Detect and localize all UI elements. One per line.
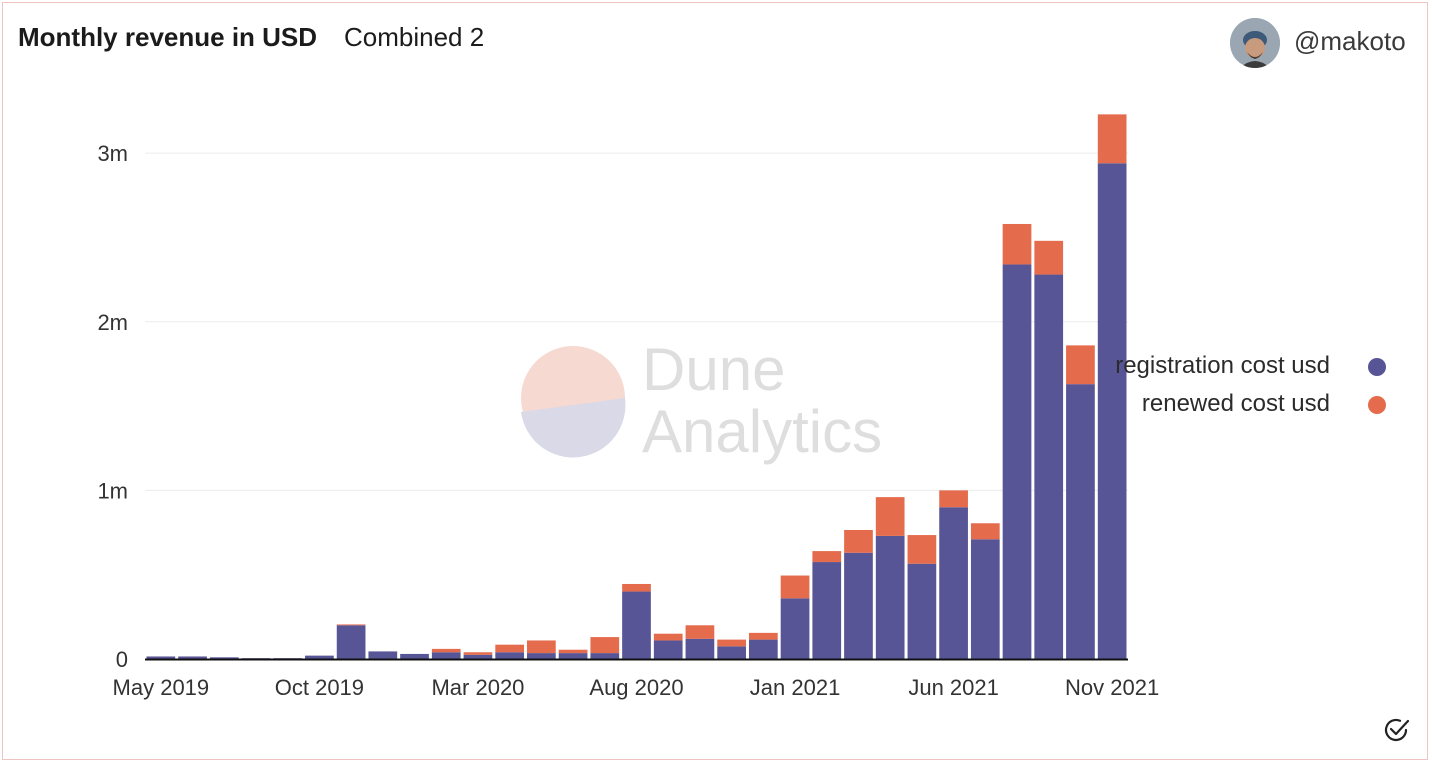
y-tick-label: 3m (97, 141, 128, 166)
bar-renewed[interactable] (1097, 114, 1127, 164)
bar-registration[interactable] (495, 652, 525, 659)
bar-renewed[interactable] (1066, 345, 1095, 385)
bar-registration[interactable] (305, 655, 334, 659)
legend-dot-renewed (1368, 396, 1386, 414)
bar-registration[interactable] (463, 654, 493, 659)
bar-registration[interactable] (939, 507, 968, 659)
legend-item-registration[interactable]: registration cost usd (1115, 348, 1400, 386)
bar-registration[interactable] (1034, 274, 1064, 659)
bar-registration[interactable] (844, 552, 873, 659)
x-tick-label: Nov 2021 (1065, 675, 1159, 700)
check-circle-icon[interactable] (1380, 714, 1412, 746)
bar-renewed[interactable] (558, 649, 588, 654)
avatar-image (1230, 18, 1280, 68)
bar-registration[interactable] (368, 651, 398, 659)
bar-renewed[interactable] (527, 640, 556, 654)
y-tick-label: 1m (97, 478, 128, 503)
legend: registration cost usd renewed cost usd (1115, 348, 1400, 424)
bar-renewed[interactable] (336, 624, 366, 626)
bar-renewed[interactable] (748, 632, 778, 640)
bar-registration[interactable] (146, 656, 176, 659)
bar-renewed[interactable] (875, 497, 905, 536)
bar-registration[interactable] (780, 598, 810, 659)
x-tick-label: Oct 2019 (275, 675, 364, 700)
bar-renewed[interactable] (590, 637, 620, 654)
bar-renewed[interactable] (431, 648, 461, 653)
bar-renewed[interactable] (622, 583, 651, 592)
bar-renewed[interactable] (907, 535, 937, 564)
bar-registration[interactable] (748, 639, 778, 659)
x-tick-label: Jun 2021 (908, 675, 999, 700)
bar-registration[interactable] (622, 591, 651, 659)
bar-renewed[interactable] (717, 639, 746, 647)
y-tick-label: 2m (97, 310, 128, 335)
bar-registration[interactable] (1002, 264, 1032, 659)
bar-registration[interactable] (336, 625, 366, 659)
bar-renewed[interactable] (939, 490, 968, 508)
bar-renewed[interactable] (1002, 223, 1032, 265)
watermark-line1: Dune (642, 336, 785, 403)
bar-registration[interactable] (717, 646, 746, 659)
bar-registration[interactable] (558, 653, 588, 659)
bar-registration[interactable] (178, 656, 207, 659)
bar-registration[interactable] (907, 563, 937, 659)
bar-registration[interactable] (812, 562, 842, 659)
bar-renewed[interactable] (780, 575, 810, 599)
dune-watermark: Dune Analytics (521, 336, 882, 465)
legend-label: renewed cost usd (1141, 390, 1330, 417)
bar-renewed[interactable] (495, 644, 525, 653)
legend-label: registration cost usd (1115, 352, 1330, 379)
bar-registration[interactable] (209, 657, 239, 659)
x-tick-label: Aug 2020 (589, 675, 683, 700)
legend-item-renewed[interactable]: renewed cost usd (1140, 386, 1400, 424)
watermark-line2: Analytics (642, 398, 882, 465)
bar-registration[interactable] (970, 539, 1000, 659)
bar-registration[interactable] (1066, 384, 1095, 659)
y-tick-label: 0 (116, 647, 128, 672)
chart-title: Monthly revenue in USD (18, 22, 318, 52)
chart-subtitle: Combined 2 (344, 22, 485, 52)
bar-registration[interactable] (400, 653, 429, 659)
bar-registration[interactable] (875, 535, 905, 659)
bar-registration[interactable] (590, 653, 620, 659)
legend-dot-registration (1368, 358, 1386, 376)
x-tick-label: Jan 2021 (750, 675, 841, 700)
bar-renewed[interactable] (844, 530, 873, 553)
bar-renewed[interactable] (812, 551, 842, 563)
username[interactable]: @makoto (1294, 26, 1406, 56)
bar-registration[interactable] (527, 653, 556, 659)
bar-renewed[interactable] (685, 625, 715, 639)
user-avatar[interactable] (1230, 18, 1280, 68)
bar-registration[interactable] (1097, 163, 1127, 660)
bar-registration[interactable] (431, 652, 461, 659)
bar-renewed[interactable] (653, 633, 683, 641)
bar-renewed[interactable] (970, 523, 1000, 540)
bar-registration[interactable] (653, 640, 683, 659)
bar-renewed[interactable] (463, 652, 493, 655)
x-tick-label: May 2019 (113, 675, 210, 700)
bar-registration[interactable] (685, 638, 715, 659)
x-tick-label: Mar 2020 (431, 675, 524, 700)
bar-renewed[interactable] (1034, 240, 1064, 275)
